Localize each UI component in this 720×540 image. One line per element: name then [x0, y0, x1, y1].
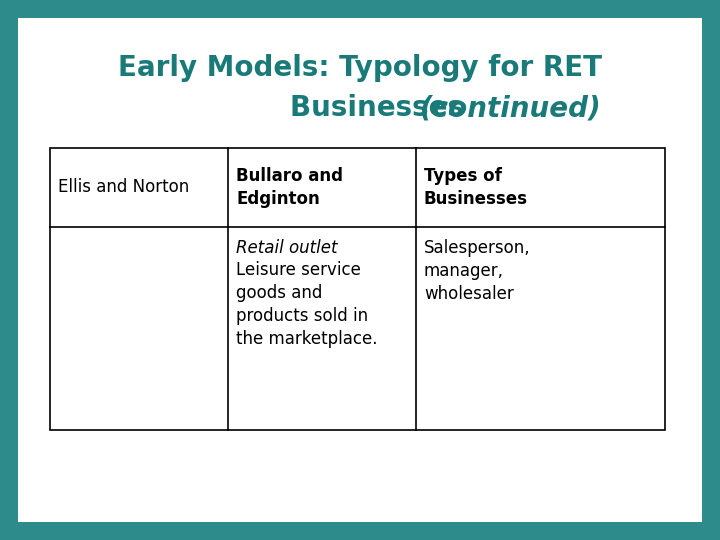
Text: Businesses: Businesses: [290, 94, 474, 122]
Text: Retail outlet: Retail outlet: [236, 239, 338, 257]
Text: Salesperson,
manager,
wholesaler: Salesperson, manager, wholesaler: [424, 239, 531, 303]
Text: Bullaro and
Edginton: Bullaro and Edginton: [236, 167, 343, 207]
Text: Ellis and Norton: Ellis and Norton: [58, 179, 189, 197]
Bar: [50, 148, 665, 430]
Text: Types of
Businesses: Types of Businesses: [424, 167, 528, 207]
Text: Early Models: Typology for RET: Early Models: Typology for RET: [118, 54, 602, 82]
Text: Leisure service
goods and
products sold in
the marketplace.: Leisure service goods and products sold …: [236, 261, 378, 348]
Text: (continued): (continued): [420, 94, 602, 122]
